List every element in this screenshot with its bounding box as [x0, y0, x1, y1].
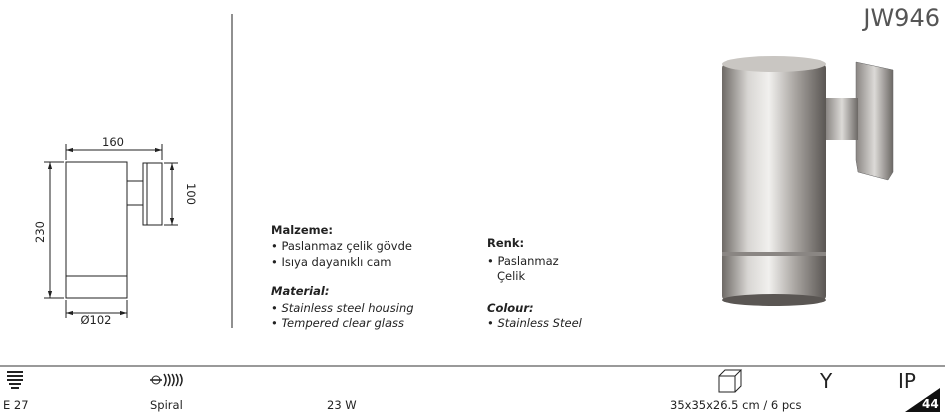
spec-title: Renk: — [487, 236, 524, 250]
spec-item: • Stainless Steel — [487, 316, 583, 330]
ip-label: IP — [898, 369, 916, 393]
product-code: JW946 — [861, 4, 940, 32]
power: 23 W — [327, 398, 357, 412]
dim-diameter: Ø102 — [80, 313, 111, 327]
technical-drawing — [44, 144, 178, 318]
ip-rating: 44 — [922, 397, 939, 411]
spec-item: • Paslanmaz çelik gövde — [271, 239, 412, 253]
dim-bracket: 100 — [184, 183, 198, 205]
dim-height: 230 — [33, 221, 47, 243]
spec-title: Material: — [271, 284, 329, 298]
y-mark: Y — [819, 369, 833, 393]
package: 35x35x26.5 cm / 6 pcs — [670, 398, 801, 412]
spec-item: Çelik — [497, 269, 525, 283]
footer-icons — [7, 369, 940, 412]
dim-width: 160 — [102, 135, 124, 149]
product-image — [722, 56, 894, 306]
spec-title: Malzeme: — [271, 223, 333, 237]
bulb: Spiral — [150, 398, 183, 412]
socket: E 27 — [3, 398, 29, 412]
spec-title: Colour: — [487, 301, 534, 315]
spec-item: • Stainless steel housing — [271, 301, 414, 315]
spec-item: • Tempered clear glass — [271, 316, 404, 330]
spec-item: • Paslanmaz — [487, 254, 559, 268]
spec-item: • Isıya dayanıklı cam — [271, 255, 392, 269]
